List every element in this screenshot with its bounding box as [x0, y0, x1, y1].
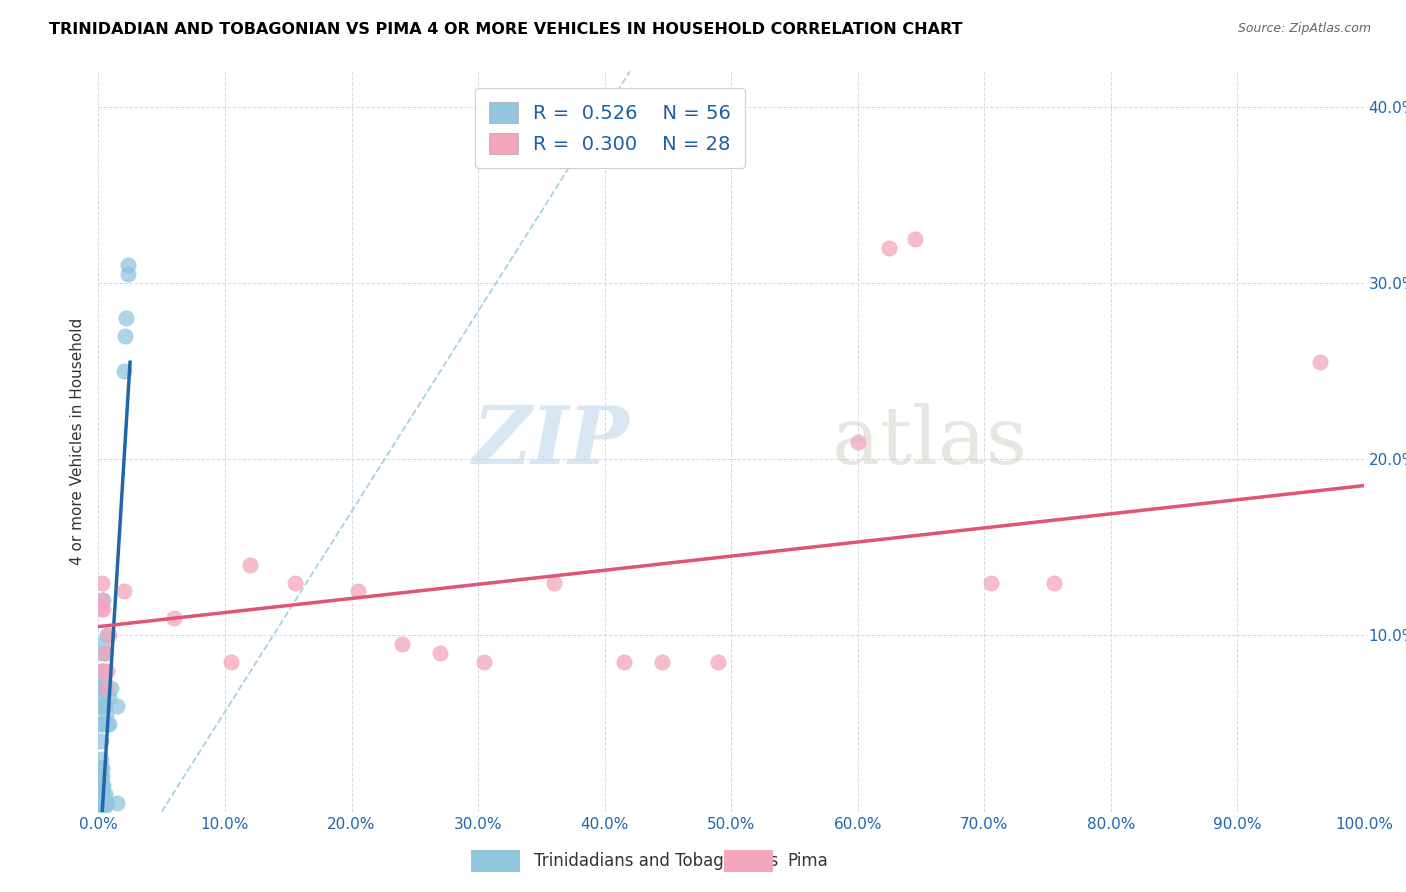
Y-axis label: 4 or more Vehicles in Household: 4 or more Vehicles in Household [69, 318, 84, 566]
Legend: R =  0.526    N = 56, R =  0.300    N = 28: R = 0.526 N = 56, R = 0.300 N = 28 [475, 88, 745, 168]
Point [91, 637, 114, 651]
Point [96, 628, 118, 642]
Point [93, 593, 115, 607]
Point [107, 796, 129, 810]
Point [97, 690, 120, 705]
Point [90, 698, 112, 713]
Point [1043, 575, 1066, 590]
Point [90, 783, 112, 797]
Point [94, 707, 117, 722]
Text: atlas: atlas [832, 402, 1028, 481]
Point [903, 232, 925, 246]
Point [91, 769, 114, 783]
Point [90, 681, 112, 696]
Point [91, 787, 114, 801]
Point [97, 716, 120, 731]
Point [239, 558, 262, 572]
Point [90, 716, 112, 731]
Point [94, 796, 117, 810]
Point [91, 664, 114, 678]
Point [112, 364, 135, 378]
Text: TRINIDADIAN AND TOBAGONIAN VS PIMA 4 OR MORE VEHICLES IN HOUSEHOLD CORRELATION C: TRINIDADIAN AND TOBAGONIAN VS PIMA 4 OR … [49, 22, 963, 37]
Text: Pima: Pima [787, 852, 828, 870]
Point [707, 655, 730, 669]
Point [112, 584, 135, 599]
Point [391, 637, 413, 651]
Point [93, 602, 115, 616]
Point [93, 698, 117, 713]
Point [91, 646, 114, 660]
Text: ZIP: ZIP [472, 403, 630, 480]
Point [117, 267, 139, 281]
Point [91, 716, 114, 731]
Point [90, 752, 112, 766]
Point [93, 799, 117, 814]
Point [346, 584, 368, 599]
Point [91, 593, 114, 607]
Point [91, 796, 114, 810]
Point [1308, 355, 1330, 369]
Point [89, 792, 111, 806]
Point [93, 787, 117, 801]
Point [543, 575, 565, 590]
Point [90, 734, 112, 748]
Point [846, 434, 869, 449]
Point [117, 258, 139, 272]
Point [90, 796, 112, 810]
Point [97, 628, 120, 642]
Point [979, 575, 1001, 590]
Text: Source: ZipAtlas.com: Source: ZipAtlas.com [1237, 22, 1371, 36]
Point [284, 575, 307, 590]
Point [91, 575, 114, 590]
Point [91, 681, 114, 696]
Point [93, 646, 117, 660]
Point [107, 698, 129, 713]
Point [96, 716, 118, 731]
Point [612, 655, 634, 669]
Point [429, 646, 451, 660]
Point [93, 787, 115, 801]
Point [115, 311, 138, 326]
Point [96, 796, 118, 810]
Text: Trinidadians and Tobagonians: Trinidadians and Tobagonians [534, 852, 779, 870]
Point [89, 797, 111, 812]
Point [90, 673, 112, 687]
Point [89, 783, 111, 797]
Point [163, 611, 186, 625]
Point [472, 655, 495, 669]
Point [90, 602, 112, 616]
Point [91, 698, 114, 713]
Point [93, 698, 115, 713]
Point [91, 778, 114, 792]
Point [650, 655, 672, 669]
Point [219, 655, 243, 669]
Point [93, 664, 115, 678]
Point [90, 761, 112, 775]
Point [90, 690, 112, 705]
Point [91, 799, 114, 814]
Point [90, 769, 112, 783]
Point [94, 681, 117, 696]
Point [114, 328, 136, 343]
Point [89, 787, 111, 801]
Point [91, 761, 114, 775]
Point [93, 796, 115, 810]
Point [90, 799, 112, 814]
Point [96, 664, 118, 678]
Point [877, 241, 900, 255]
Point [90, 664, 112, 678]
Point [94, 681, 117, 696]
Point [90, 790, 112, 805]
Point [100, 681, 122, 696]
Point [93, 664, 115, 678]
Point [93, 646, 117, 660]
Point [93, 778, 115, 792]
